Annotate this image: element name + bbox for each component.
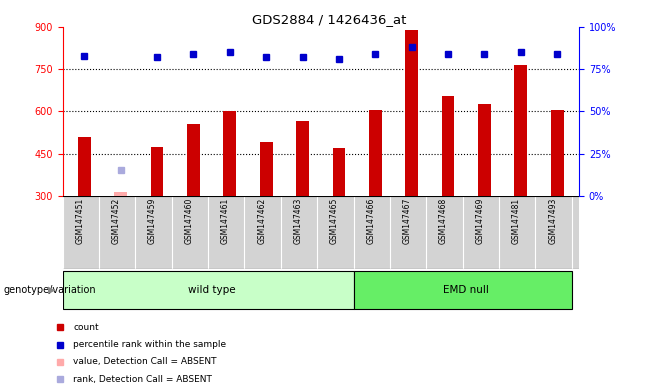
Text: GSM147459: GSM147459 — [148, 198, 157, 244]
Text: GSM147466: GSM147466 — [367, 198, 375, 244]
Bar — [442, 96, 455, 196]
Bar — [187, 124, 200, 196]
Text: GSM147469: GSM147469 — [476, 198, 484, 244]
Text: GSM147460: GSM147460 — [184, 198, 193, 244]
Text: GSM147452: GSM147452 — [112, 198, 120, 244]
Text: GDS2884 / 1426436_at: GDS2884 / 1426436_at — [252, 13, 406, 26]
Bar — [224, 111, 236, 196]
Bar — [260, 142, 272, 196]
Text: genotype/variation: genotype/variation — [3, 285, 96, 295]
Text: GSM147467: GSM147467 — [403, 198, 412, 244]
Bar — [114, 192, 127, 196]
Text: count: count — [73, 323, 99, 332]
Bar — [551, 110, 564, 196]
Text: value, Detection Call = ABSENT: value, Detection Call = ABSENT — [73, 358, 216, 366]
Bar — [296, 121, 309, 196]
Text: rank, Detection Call = ABSENT: rank, Detection Call = ABSENT — [73, 375, 212, 384]
Bar — [515, 65, 527, 196]
Text: GSM147493: GSM147493 — [548, 198, 557, 244]
Bar — [151, 147, 163, 196]
Bar — [63, 271, 353, 309]
Text: GSM147461: GSM147461 — [221, 198, 230, 244]
Bar — [478, 104, 491, 196]
Text: GSM147463: GSM147463 — [293, 198, 303, 244]
Text: EMD null: EMD null — [443, 285, 489, 295]
Text: GSM147465: GSM147465 — [330, 198, 339, 244]
Text: percentile rank within the sample: percentile rank within the sample — [73, 340, 226, 349]
Bar — [369, 110, 382, 196]
Bar — [332, 148, 345, 196]
Text: wild type: wild type — [188, 285, 236, 295]
Text: GSM147481: GSM147481 — [512, 198, 521, 244]
Text: ▶: ▶ — [49, 285, 56, 295]
Bar — [78, 137, 91, 196]
Text: GSM147451: GSM147451 — [75, 198, 84, 244]
Bar — [353, 271, 572, 309]
Bar — [405, 30, 418, 196]
Text: GSM147462: GSM147462 — [257, 198, 266, 244]
Text: GSM147468: GSM147468 — [439, 198, 448, 244]
